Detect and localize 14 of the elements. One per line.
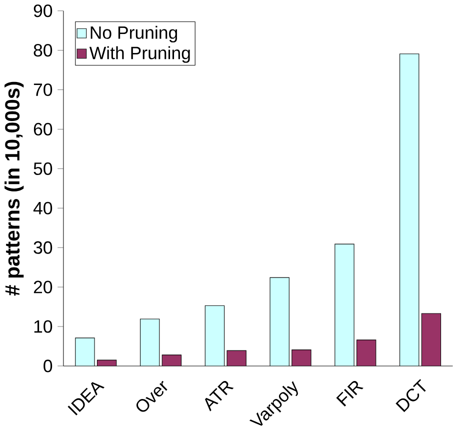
y-tick-label: 90 <box>34 4 52 17</box>
x-tick-label: FIR <box>336 380 364 406</box>
y-tick-label: 10 <box>34 320 52 333</box>
y-tick-label: 80 <box>34 44 52 56</box>
y-tick-label: 20 <box>34 280 52 294</box>
y-tick-label: 70 <box>34 83 52 96</box>
y-tick-label: 40 <box>33 202 52 214</box>
y-tick-label: 30 <box>34 241 52 254</box>
legend-label: No Pruning <box>90 26 178 42</box>
y-axis-title: # patterns (in 10,000s) <box>4 82 24 296</box>
legend-label: With Pruning <box>89 46 190 63</box>
y-tick-label: 0 <box>44 359 52 372</box>
y-tick-label: 60 <box>34 122 52 136</box>
y-tick-label: 50 <box>34 162 52 175</box>
